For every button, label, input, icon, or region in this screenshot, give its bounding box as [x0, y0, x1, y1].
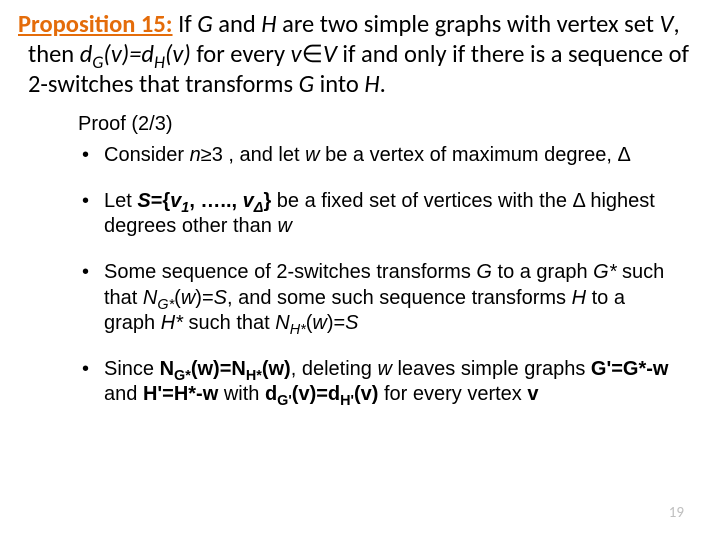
proof-item: Consider n≥3 , and let w be a vertex of …: [78, 143, 672, 169]
proof-heading: Proof (2/3): [78, 112, 672, 138]
proposition-label: Proposition 15:: [18, 9, 173, 39]
proposition-title: Proposition 15: If G and H are two simpl…: [18, 10, 692, 100]
proof-block: Proof (2/3) Consider n≥3 , and let w be …: [78, 112, 672, 408]
proof-item: Some sequence of 2-switches transforms G…: [78, 260, 672, 337]
proof-item: Since NG*(w)=NH*(w), deleting w leaves s…: [78, 357, 672, 408]
page-number: 19: [669, 504, 684, 522]
proof-list: Consider n≥3 , and let w be a vertex of …: [78, 143, 672, 408]
slide: Proposition 15: If G and H are two simpl…: [0, 0, 720, 540]
proof-item: Let S={v1, ….., vΔ} be a fixed set of ve…: [78, 189, 672, 240]
